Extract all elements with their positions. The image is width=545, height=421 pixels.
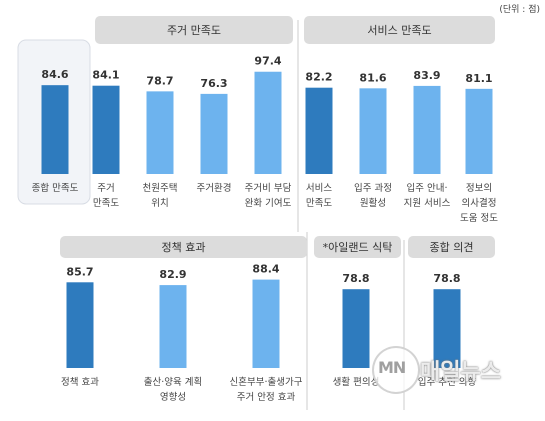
category-label: 정책 효과 [61,377,99,388]
group-header-bg [60,236,307,258]
value-label: 82.2 [305,71,332,84]
bar [254,71,282,174]
value-label: 97.4 [254,55,281,68]
group-header: 주거 만족도 [167,24,221,37]
bar [146,91,174,174]
category-label: 원활성 [360,197,386,209]
category-label: 주거 안정 효과 [237,392,296,403]
value-label: 78.7 [146,74,173,87]
group-header-bg [408,236,495,258]
value-label: 84.6 [41,68,68,81]
category-label: 위치 [151,197,168,209]
value-label: 78.8 [433,272,460,285]
bar [92,85,120,174]
category-label: 생활 편의성 [333,376,380,388]
bar [433,289,461,368]
value-label: 82.9 [159,268,186,281]
group-header: 정책 효과 [162,241,206,254]
bar [465,88,493,174]
category-label: 영향성 [160,391,186,403]
value-label: 76.3 [200,77,227,90]
category-label: 입주 안내· [407,182,448,194]
bar [413,85,441,174]
bar [252,279,280,368]
category-label: 신혼부부·출생가구 [230,376,303,388]
category-label: 완화 기여도 [245,197,292,209]
category-label: 만족도 [93,198,119,209]
unit-note: (단위 : 점) [499,3,540,15]
group-header: 종합 의견 [430,241,474,254]
category-label: 출산·양육 계획 [144,376,202,388]
value-label: 85.7 [66,265,93,278]
bar [66,282,94,368]
bar [41,85,69,174]
category-label: 주거환경 [197,182,232,194]
group-header-bg [95,16,293,44]
bar [342,289,370,368]
bar [159,285,187,368]
bar [200,93,228,174]
category-label: 주거비 부담 [245,182,292,194]
value-label: 78.8 [342,272,369,285]
group-header-bg [314,236,401,258]
value-label: 84.1 [92,69,119,82]
category-label: 입주 과정 [354,182,392,194]
category-label: 의사결정 [462,198,497,209]
category-label: 만족도 [306,198,332,209]
group-header: *아일랜드 식탁 [323,240,393,254]
category-label: 종합 만족도 [32,183,79,194]
bar [305,87,333,174]
value-label: 81.1 [465,72,492,85]
value-label: 81.6 [359,71,386,84]
category-label: 서비스 [306,183,332,194]
category-label: 도움 정도 [460,213,498,224]
category-label: 정보의 [466,183,492,194]
category-label: 지원 서비스 [404,198,451,209]
value-label: 88.4 [252,263,279,276]
category-label: 천원주택 [143,183,178,194]
group-header: 서비스 만족도 [367,24,431,37]
category-label: 주거 [97,183,114,194]
category-label: 입주 추천 의향 [418,376,477,388]
bar [359,88,387,174]
group-header-bg [304,16,495,44]
value-label: 83.9 [413,69,440,82]
